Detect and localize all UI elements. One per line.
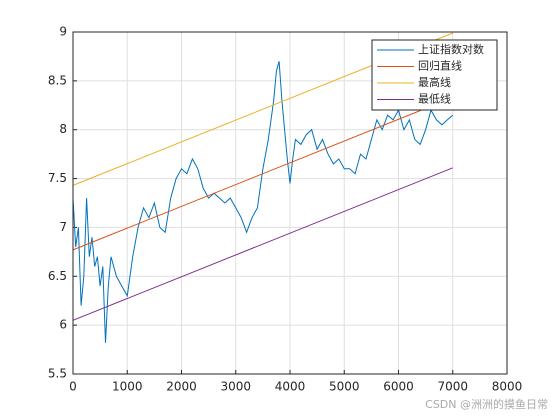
y-tick-label: 8.5 xyxy=(48,73,67,87)
series-line xyxy=(72,61,454,343)
y-tick-label: 9 xyxy=(59,25,67,39)
x-tick-label: 5000 xyxy=(329,380,360,394)
series-line xyxy=(72,97,453,251)
x-tick-label: 2000 xyxy=(166,380,197,394)
x-tick-label: 0 xyxy=(69,380,77,394)
y-tick-label: 6 xyxy=(59,318,67,332)
watermark: CSDN @洲洲的摸鱼日常 xyxy=(425,397,548,411)
y-tick-label: 5.5 xyxy=(48,367,67,381)
x-tick-label: 1000 xyxy=(112,380,143,394)
legend-label: 最高线 xyxy=(418,75,451,89)
legend-label: 上证指数对数 xyxy=(418,42,484,56)
series-line xyxy=(72,167,453,321)
x-tick-label: 3000 xyxy=(220,380,251,394)
x-tick-label: 8000 xyxy=(492,380,523,394)
axes-box xyxy=(72,31,508,375)
y-tick-label: 7.5 xyxy=(48,171,67,185)
y-tick-label: 7 xyxy=(59,220,67,234)
y-tick-label: 8 xyxy=(59,122,67,136)
x-tick-label: 4000 xyxy=(275,380,306,394)
x-tick-label: 6000 xyxy=(383,380,414,394)
legend-box xyxy=(371,39,498,111)
legend-label: 回归直线 xyxy=(418,59,462,73)
legend-label: 最低线 xyxy=(418,92,451,106)
x-tick-label: 7000 xyxy=(437,380,468,394)
y-tick-label: 6.5 xyxy=(48,269,67,283)
